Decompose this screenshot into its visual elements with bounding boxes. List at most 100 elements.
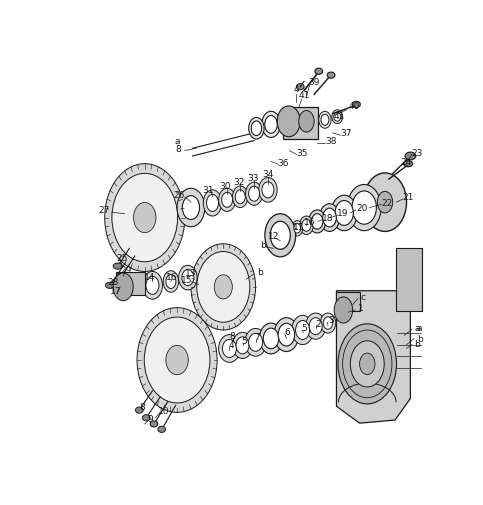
Ellipse shape: [262, 112, 280, 138]
Text: 6: 6: [284, 327, 290, 336]
Text: 26: 26: [173, 190, 185, 199]
Ellipse shape: [207, 195, 218, 212]
Ellipse shape: [319, 112, 331, 129]
Ellipse shape: [320, 314, 336, 333]
Ellipse shape: [133, 203, 156, 233]
Ellipse shape: [352, 191, 376, 225]
Ellipse shape: [320, 205, 340, 232]
Ellipse shape: [191, 244, 256, 330]
Ellipse shape: [197, 252, 250, 323]
Text: 7: 7: [254, 333, 260, 342]
Text: 16: 16: [304, 218, 315, 226]
Text: b: b: [414, 339, 420, 348]
Ellipse shape: [259, 323, 283, 354]
Text: 38: 38: [326, 137, 337, 146]
Text: 29: 29: [121, 265, 132, 274]
Text: 37: 37: [341, 129, 352, 138]
Ellipse shape: [163, 271, 179, 293]
Ellipse shape: [158, 426, 166, 433]
Text: a: a: [414, 324, 420, 332]
Text: 17: 17: [110, 287, 121, 295]
FancyBboxPatch shape: [283, 108, 318, 140]
Ellipse shape: [245, 329, 267, 357]
Ellipse shape: [232, 187, 248, 208]
Ellipse shape: [309, 318, 322, 335]
Ellipse shape: [219, 335, 240, 363]
Text: 13: 13: [185, 268, 197, 277]
Text: 41: 41: [333, 112, 344, 120]
Ellipse shape: [334, 113, 341, 122]
FancyBboxPatch shape: [337, 293, 359, 311]
Ellipse shape: [334, 297, 353, 323]
Ellipse shape: [177, 189, 205, 227]
Ellipse shape: [249, 187, 259, 202]
Ellipse shape: [214, 275, 232, 299]
FancyBboxPatch shape: [396, 248, 422, 311]
Text: 4: 4: [228, 340, 234, 349]
Text: 15: 15: [181, 275, 192, 284]
Ellipse shape: [183, 196, 199, 220]
Text: 27: 27: [98, 206, 110, 215]
Ellipse shape: [105, 164, 185, 272]
Ellipse shape: [166, 275, 176, 289]
Text: 12: 12: [269, 231, 280, 240]
Ellipse shape: [150, 421, 158, 427]
Ellipse shape: [278, 324, 295, 346]
Text: 40: 40: [349, 102, 360, 111]
Text: 8: 8: [140, 402, 145, 411]
Text: 35: 35: [296, 148, 308, 158]
Ellipse shape: [294, 224, 300, 234]
Text: 5: 5: [241, 337, 247, 345]
Ellipse shape: [265, 116, 277, 134]
Ellipse shape: [142, 415, 150, 421]
Ellipse shape: [263, 328, 279, 349]
Text: 33: 33: [247, 174, 258, 183]
Ellipse shape: [262, 182, 274, 198]
Ellipse shape: [312, 214, 323, 230]
Text: 14: 14: [144, 273, 156, 282]
Text: 5: 5: [301, 324, 307, 332]
Ellipse shape: [377, 192, 393, 214]
Ellipse shape: [338, 324, 397, 404]
Ellipse shape: [315, 69, 323, 75]
Ellipse shape: [359, 354, 375, 375]
Text: 21: 21: [402, 193, 414, 202]
Ellipse shape: [232, 333, 253, 359]
Ellipse shape: [142, 272, 162, 299]
Ellipse shape: [323, 317, 333, 330]
Text: 32: 32: [233, 178, 244, 186]
Ellipse shape: [332, 111, 342, 124]
Ellipse shape: [321, 115, 329, 126]
Text: 4: 4: [294, 85, 299, 94]
Ellipse shape: [323, 209, 336, 228]
Text: 34: 34: [262, 170, 274, 179]
Ellipse shape: [403, 161, 412, 168]
Ellipse shape: [137, 308, 217, 413]
Ellipse shape: [299, 111, 314, 133]
Text: 10: 10: [157, 406, 169, 415]
Text: 11: 11: [293, 222, 304, 231]
Ellipse shape: [166, 346, 188, 375]
Text: b: b: [257, 268, 263, 276]
Ellipse shape: [179, 266, 197, 290]
Text: 3: 3: [328, 316, 334, 325]
Text: c: c: [361, 292, 366, 301]
Ellipse shape: [236, 337, 249, 354]
Text: 18: 18: [322, 214, 333, 223]
Ellipse shape: [335, 201, 354, 226]
Ellipse shape: [144, 318, 210, 403]
Text: 36: 36: [278, 158, 289, 167]
Ellipse shape: [327, 73, 335, 79]
Text: a: a: [417, 324, 422, 332]
Text: b: b: [260, 240, 266, 249]
Ellipse shape: [136, 407, 143, 413]
Text: 1: 1: [357, 304, 363, 313]
Text: 30: 30: [219, 181, 230, 190]
Polygon shape: [337, 291, 411, 423]
Ellipse shape: [219, 189, 236, 212]
Ellipse shape: [105, 283, 115, 289]
FancyBboxPatch shape: [116, 273, 145, 296]
Text: 24: 24: [400, 158, 412, 167]
Ellipse shape: [259, 178, 277, 203]
Ellipse shape: [350, 341, 384, 387]
